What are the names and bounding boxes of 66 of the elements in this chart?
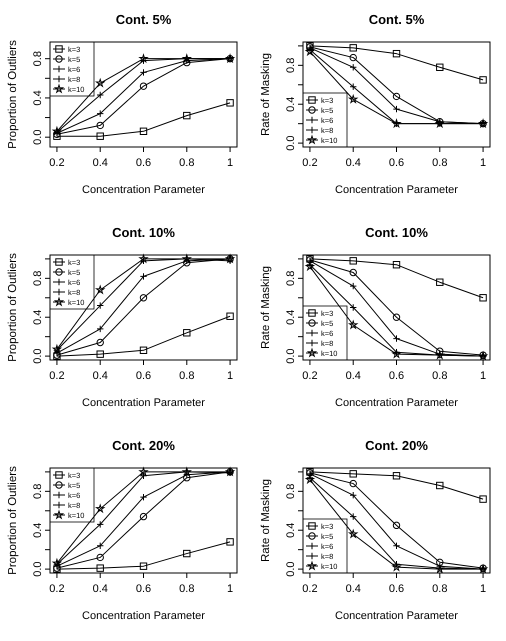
chart-title: Cont. 10% <box>365 225 428 240</box>
x-axis-title: Concentration Parameter <box>335 184 458 196</box>
y-tick-label: 0.0 <box>285 135 297 151</box>
y-axis-title: Proportion of Outliers <box>7 252 19 362</box>
y-tick-label: 0.8 <box>32 484 44 499</box>
x-tick-label: 0.2 <box>49 583 65 595</box>
x-tick-label: 0.6 <box>388 370 404 382</box>
x-tick-label: 0.4 <box>346 157 361 169</box>
x-axis-title: Concentration Parameter <box>335 610 458 622</box>
y-axis-title: Proportion of Outliers <box>7 40 19 149</box>
chart-title: Cont. 10% <box>112 225 176 240</box>
chart-title: Cont. 20% <box>112 438 176 453</box>
x-tick-label: 0.8 <box>432 157 448 169</box>
x-tick-label: 0.8 <box>179 370 194 382</box>
x-tick-label: 0.8 <box>179 583 194 595</box>
x-tick-label: 1 <box>480 583 486 595</box>
x-tick-label: 0.8 <box>432 583 448 595</box>
x-tick-label: 0.2 <box>302 583 318 595</box>
x-tick-label: 0.2 <box>49 370 65 382</box>
y-tick-label: 0.8 <box>285 484 297 499</box>
x-tick-label: 0.4 <box>92 370 108 382</box>
x-tick-label: 0.6 <box>136 370 152 382</box>
x-axis-title: Concentration Parameter <box>82 610 206 622</box>
y-tick-label: 0.0 <box>32 561 44 577</box>
y-tick-label: 0.4 <box>32 310 44 325</box>
x-tick-label: 0.6 <box>388 583 404 595</box>
x-tick-label: 0.2 <box>302 370 318 382</box>
chart-title: Cont. 20% <box>365 438 428 453</box>
y-tick-label: 0.0 <box>32 348 44 364</box>
y-axis-title: Rate of Masking <box>260 266 272 350</box>
y-tick-label: 0.4 <box>32 90 44 106</box>
y-tick-label: 0.0 <box>32 130 44 145</box>
chart-title: Cont. 5% <box>116 12 172 27</box>
x-tick-label: 0.4 <box>346 583 361 595</box>
x-tick-label: 0.8 <box>432 370 448 382</box>
chart-title: Cont. 5% <box>368 12 425 27</box>
x-tick-label: 0.2 <box>302 157 318 169</box>
y-tick-label: 0.4 <box>285 522 297 538</box>
x-tick-label: 0.6 <box>136 583 152 595</box>
y-axis-title: Rate of Masking <box>260 52 272 136</box>
x-tick-label: 0.8 <box>179 157 194 169</box>
x-axis-title: Concentration Parameter <box>82 184 206 196</box>
x-tick-label: 1 <box>480 157 486 169</box>
y-tick-label: 0.8 <box>285 58 297 73</box>
y-axis-title: Proportion of Outliers <box>7 466 19 575</box>
y-tick-label: 0.0 <box>285 561 297 577</box>
x-tick-label: 0.4 <box>92 157 108 169</box>
x-tick-label: 0.6 <box>388 157 404 169</box>
x-axis-title: Concentration Parameter <box>82 397 206 409</box>
y-axis-title: Rate of Masking <box>260 478 272 562</box>
y-tick-label: 0.4 <box>285 310 297 325</box>
x-tick-label: 0.4 <box>92 583 108 595</box>
x-tick-label: 1 <box>227 370 234 382</box>
x-tick-label: 0.6 <box>136 157 152 169</box>
y-tick-label: 0.0 <box>285 348 297 364</box>
x-axis-title: Concentration Parameter <box>335 397 458 409</box>
y-tick-label: 0.8 <box>32 270 44 286</box>
x-tick-label: 0.2 <box>49 157 65 169</box>
y-tick-label: 0.4 <box>32 522 44 538</box>
x-tick-label: 1 <box>227 583 234 595</box>
y-tick-label: 0.4 <box>285 96 297 112</box>
y-tick-label: 0.8 <box>32 51 44 66</box>
x-tick-label: 1 <box>227 157 234 169</box>
y-tick-label: 0.8 <box>285 270 297 286</box>
x-tick-label: 1 <box>480 370 486 382</box>
x-tick-label: 0.4 <box>346 370 361 382</box>
